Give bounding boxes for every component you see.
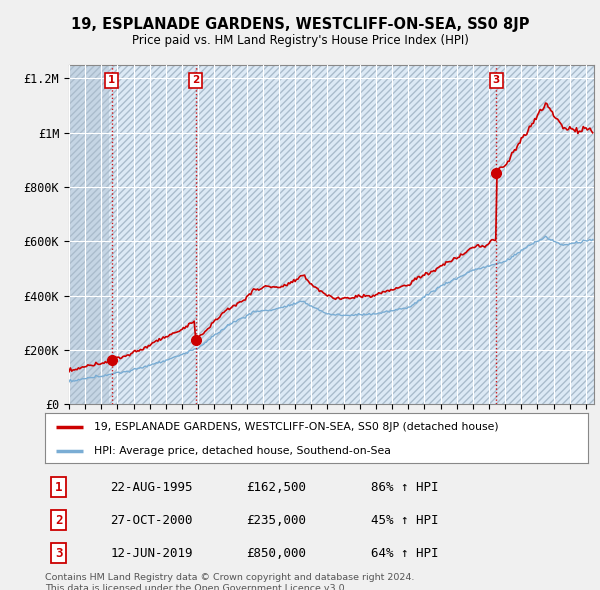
Text: Contains HM Land Registry data © Crown copyright and database right 2024.
This d: Contains HM Land Registry data © Crown c…	[45, 573, 415, 590]
Text: £235,000: £235,000	[246, 514, 306, 527]
Text: 1: 1	[55, 480, 62, 494]
Text: £850,000: £850,000	[246, 547, 306, 560]
Text: Price paid vs. HM Land Registry's House Price Index (HPI): Price paid vs. HM Land Registry's House …	[131, 34, 469, 47]
Text: 19, ESPLANADE GARDENS, WESTCLIFF-ON-SEA, SS0 8JP (detached house): 19, ESPLANADE GARDENS, WESTCLIFF-ON-SEA,…	[94, 422, 499, 432]
Text: 12-JUN-2019: 12-JUN-2019	[110, 547, 193, 560]
Text: 2: 2	[192, 75, 199, 85]
Text: 45% ↑ HPI: 45% ↑ HPI	[371, 514, 438, 527]
Text: 3: 3	[55, 547, 62, 560]
Text: 3: 3	[493, 75, 500, 85]
Text: 1: 1	[108, 75, 115, 85]
Text: 19, ESPLANADE GARDENS, WESTCLIFF-ON-SEA, SS0 8JP: 19, ESPLANADE GARDENS, WESTCLIFF-ON-SEA,…	[71, 17, 529, 31]
Text: 27-OCT-2000: 27-OCT-2000	[110, 514, 193, 527]
Text: 86% ↑ HPI: 86% ↑ HPI	[371, 480, 438, 494]
Text: £162,500: £162,500	[246, 480, 306, 494]
Text: 22-AUG-1995: 22-AUG-1995	[110, 480, 193, 494]
Text: HPI: Average price, detached house, Southend-on-Sea: HPI: Average price, detached house, Sout…	[94, 445, 391, 455]
Text: 64% ↑ HPI: 64% ↑ HPI	[371, 547, 438, 560]
Text: 2: 2	[55, 514, 62, 527]
